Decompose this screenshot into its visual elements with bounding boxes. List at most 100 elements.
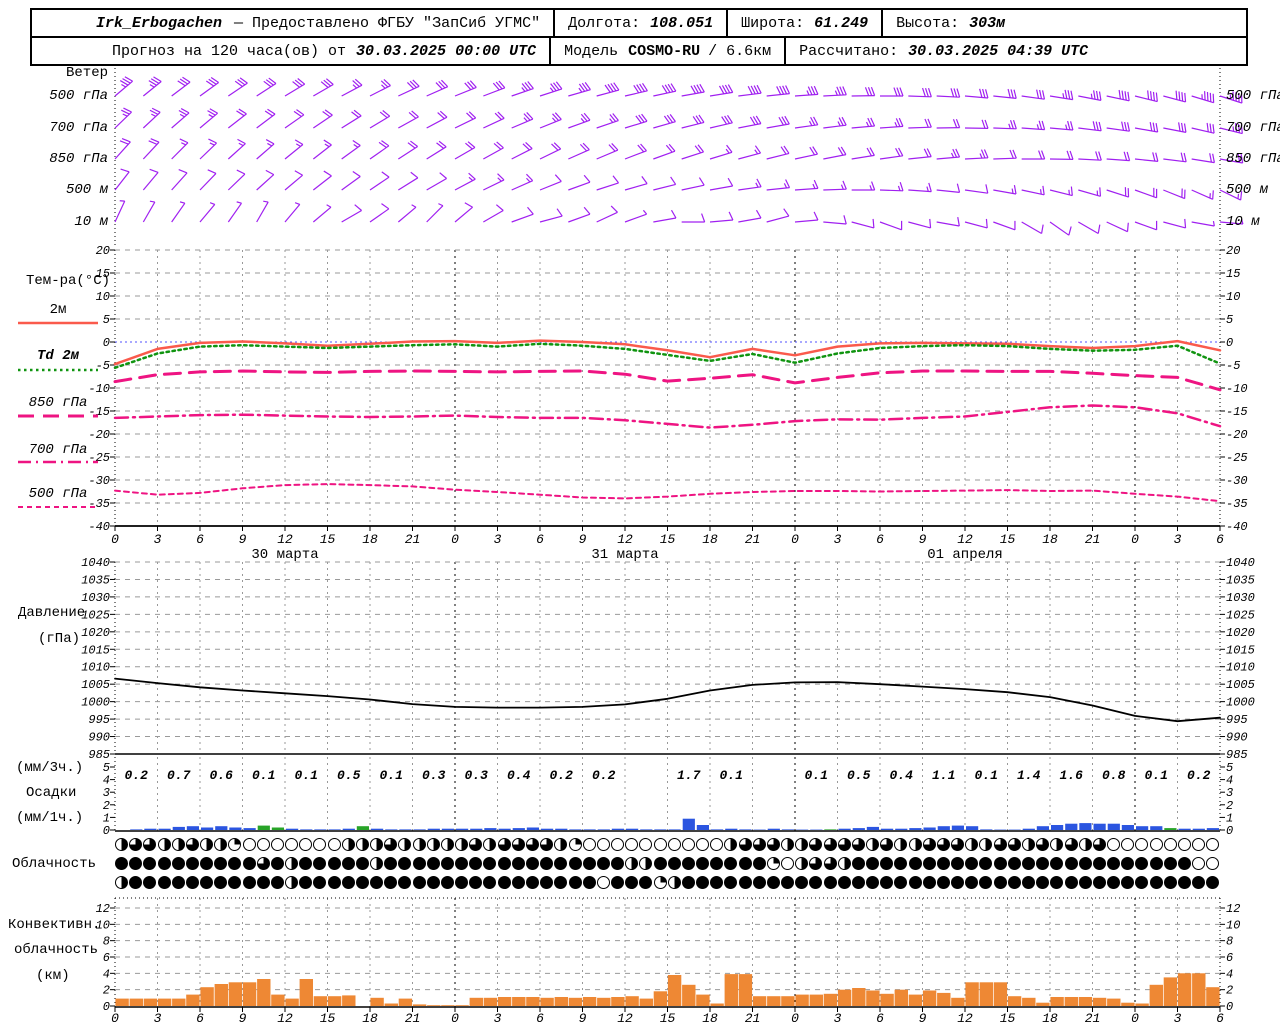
header-divider <box>784 38 787 64</box>
cloud-cover-symbol <box>979 857 993 870</box>
svg-text:1000: 1000 <box>81 696 110 710</box>
svg-text:0.4: 0.4 <box>507 768 531 783</box>
svg-text:-25: -25 <box>1226 451 1248 465</box>
cloud-cover-symbol <box>823 876 837 889</box>
cloud-cover-symbol <box>894 876 908 889</box>
cloud-cover-symbol <box>242 857 256 870</box>
cloud-cover-row-low <box>115 876 1220 890</box>
cloud-cover-symbol <box>965 838 979 851</box>
cloud-cover-symbol <box>710 876 724 889</box>
cloud-cover-symbol <box>327 838 341 851</box>
cloud-cover-symbol <box>724 838 738 851</box>
cloud-cover-symbol <box>766 838 780 851</box>
svg-text:3: 3 <box>1174 1011 1182 1024</box>
cloud-cover-symbol <box>540 838 554 851</box>
svg-text:6: 6 <box>1216 532 1224 547</box>
svg-text:1030: 1030 <box>81 591 110 605</box>
svg-text:1040: 1040 <box>1226 556 1255 570</box>
cloud-cover-symbol <box>200 857 214 870</box>
svg-text:15: 15 <box>660 532 676 547</box>
cloud-cover-symbol <box>483 838 497 851</box>
svg-text:1025: 1025 <box>81 608 110 622</box>
cloud-cover-symbol <box>611 876 625 889</box>
svg-text:0.7: 0.7 <box>167 768 191 783</box>
header-row-2: Прогноз на 120 часа(ов) от 30.03.2025 00… <box>32 36 1246 64</box>
cloud-cover-symbol <box>993 857 1007 870</box>
cloud-cover-symbol <box>724 857 738 870</box>
cloud-cover-symbol <box>285 857 299 870</box>
svg-text:3: 3 <box>154 1011 162 1024</box>
svg-text:15: 15 <box>320 532 336 547</box>
cloud-cover-symbol <box>327 857 341 870</box>
svg-text:1: 1 <box>1226 811 1233 825</box>
cloud-cover-symbol <box>143 838 157 851</box>
cloud-cover-symbol <box>511 838 525 851</box>
cloud-cover-symbol <box>752 876 766 889</box>
longitude-value: 108.051 <box>650 14 714 32</box>
svg-text:0.2: 0.2 <box>1187 768 1211 783</box>
cloud-cover-symbol <box>511 876 525 889</box>
cloud-cover-symbol <box>1022 838 1035 851</box>
svg-text:10: 10 <box>96 918 110 932</box>
svg-text:-40: -40 <box>1226 520 1248 534</box>
cloud-cover-symbol <box>625 857 639 870</box>
cloud-cover-symbol <box>724 876 738 889</box>
cloud-cover-symbol <box>554 838 568 851</box>
svg-text:3: 3 <box>494 1011 502 1024</box>
svg-text:-5: -5 <box>96 359 110 373</box>
cloud-cover-symbol <box>313 838 327 851</box>
cloud-cover-symbol <box>157 876 171 889</box>
cloud-cover-symbol <box>511 857 525 870</box>
cloud-cover-symbol <box>1078 876 1092 889</box>
svg-text:18: 18 <box>1042 532 1058 547</box>
svg-text:30 марта: 30 марта <box>251 547 318 563</box>
cloud-cover-symbol <box>270 876 284 889</box>
cloud-cover-symbol <box>129 857 143 870</box>
cloud-cover-row-high <box>115 838 1220 852</box>
svg-text:0: 0 <box>451 1011 459 1024</box>
cloud-cover-symbol <box>639 838 653 851</box>
svg-text:1005: 1005 <box>1226 678 1255 692</box>
svg-text:21: 21 <box>1085 532 1101 547</box>
cloud-cover-symbol <box>922 857 936 870</box>
cloud-cover-symbol <box>115 876 128 889</box>
cloud-cover-symbol <box>200 838 214 851</box>
svg-text:-30: -30 <box>88 474 110 488</box>
svg-text:1: 1 <box>103 811 110 825</box>
latitude-label: Широта: <box>741 14 805 32</box>
cloud-cover-symbol <box>129 838 143 851</box>
svg-text:21: 21 <box>405 1011 421 1024</box>
wind-level-label-right: 500 гПа <box>1226 88 1280 104</box>
svg-text:1005: 1005 <box>81 678 110 692</box>
svg-text:4: 4 <box>1226 967 1233 981</box>
svg-text:2: 2 <box>103 799 110 813</box>
svg-text:3: 3 <box>494 532 502 547</box>
legend-label-850: 850 гПа <box>28 395 88 411</box>
convective-panel-title-2: облачность <box>14 942 99 958</box>
cloud-cover-symbol <box>639 857 653 870</box>
svg-text:6: 6 <box>876 532 884 547</box>
cloud-cover-symbol <box>1064 857 1078 870</box>
svg-text:15: 15 <box>1000 1011 1016 1024</box>
cloud-cover-symbol <box>270 838 284 851</box>
svg-text:-35: -35 <box>1226 497 1248 511</box>
svg-text:1040: 1040 <box>81 556 110 570</box>
svg-text:0.5: 0.5 <box>337 768 361 783</box>
cloud-cover-symbol <box>370 857 384 870</box>
convective-panel-unit: (км) <box>36 968 70 984</box>
cloud-cover-symbol <box>1022 857 1035 870</box>
svg-text:985: 985 <box>1226 748 1248 762</box>
svg-text:1010: 1010 <box>81 661 110 675</box>
svg-text:985: 985 <box>88 748 110 762</box>
svg-text:1020: 1020 <box>81 626 110 640</box>
cloud-cover-symbol <box>823 857 837 870</box>
svg-text:21: 21 <box>1085 1011 1101 1024</box>
cloud-cover-symbol <box>596 838 610 851</box>
clouds-panel-title: Облачность <box>12 856 97 872</box>
station-name: Irk_Erbogachen <box>96 14 223 32</box>
pressure-panel: 1040 1040 1035 1035 1030 1030 1025 1025 1020 1020… <box>81 556 1255 762</box>
svg-text:5: 5 <box>103 761 110 775</box>
svg-text:5: 5 <box>103 313 110 327</box>
cloud-cover-symbol <box>951 876 965 889</box>
svg-text:6: 6 <box>536 532 544 547</box>
